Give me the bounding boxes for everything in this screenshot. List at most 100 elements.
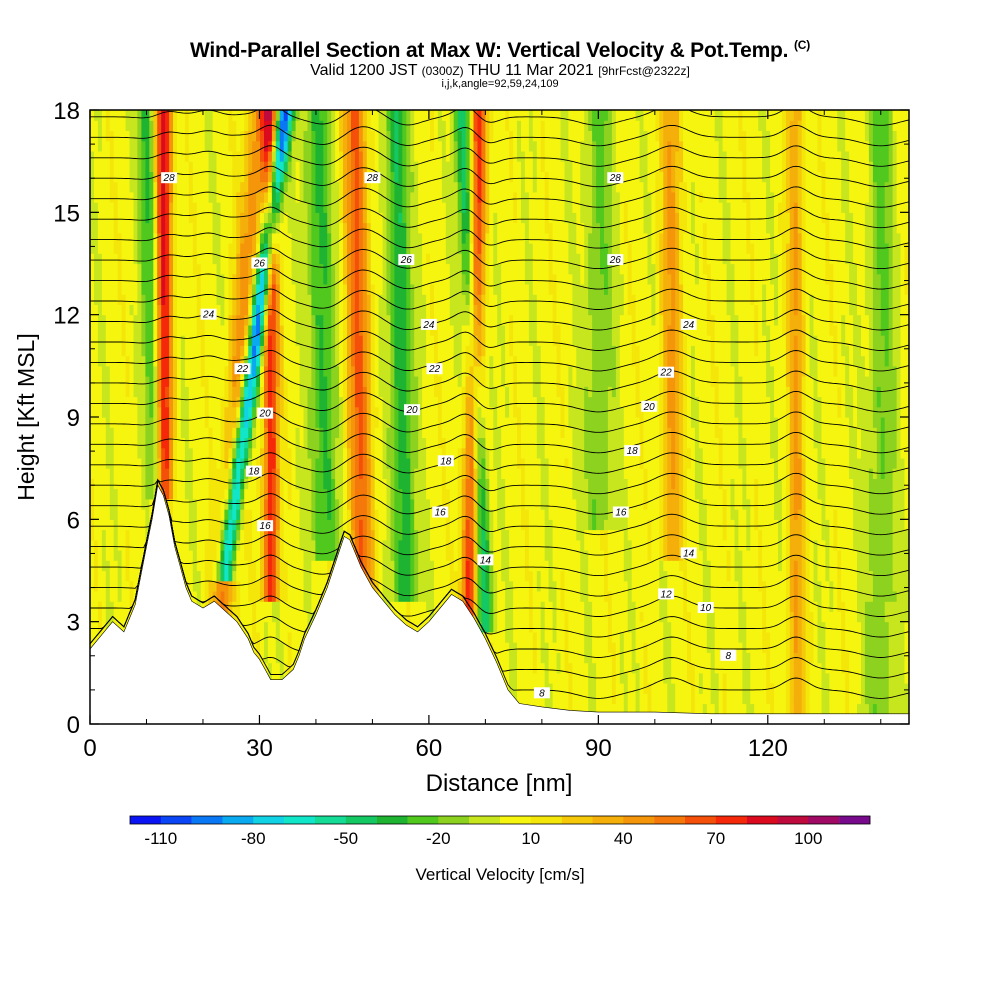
w-cell (145, 222, 150, 234)
w-cell (315, 294, 320, 305)
w-cell (398, 396, 403, 408)
w-cell (94, 263, 99, 275)
w-cell (196, 314, 202, 326)
w-cell (220, 570, 226, 582)
w-cell (382, 284, 388, 295)
w-cell (125, 150, 131, 162)
w-cell (188, 560, 194, 572)
w-cell (378, 457, 384, 469)
w-cell (121, 273, 127, 285)
w-cell (347, 457, 352, 469)
w-cell (398, 130, 403, 142)
w-cell (90, 140, 95, 152)
w-cell (216, 284, 222, 295)
w-cell (335, 294, 340, 305)
w-cell (232, 580, 237, 592)
w-cell (180, 355, 186, 367)
w-cell (260, 417, 265, 428)
w-cell (378, 550, 384, 561)
w-cell (173, 130, 178, 142)
w-cell (394, 417, 399, 428)
w-cell (335, 324, 340, 336)
w-cell (192, 417, 198, 428)
w-cell (133, 191, 139, 203)
w-cell (165, 202, 170, 213)
w-cell (240, 406, 245, 418)
w-cell (307, 417, 313, 428)
w-cell (90, 304, 95, 316)
w-cell (414, 273, 419, 285)
w-cell (256, 386, 261, 398)
w-cell (315, 304, 320, 316)
w-cell (161, 488, 166, 500)
w-cell (327, 550, 332, 561)
w-cell (283, 150, 289, 162)
w-cell (283, 181, 289, 193)
w-cell (137, 406, 142, 418)
w-cell (362, 509, 368, 520)
w-cell (244, 580, 249, 592)
w-cell (94, 202, 99, 213)
w-cell (394, 294, 399, 305)
w-cell (323, 150, 328, 162)
w-cell (220, 161, 226, 172)
w-cell (358, 253, 364, 265)
w-cell (94, 171, 99, 183)
w-cell (374, 529, 380, 541)
w-cell (374, 396, 380, 408)
w-cell (90, 488, 95, 500)
w-cell (378, 212, 384, 224)
w-cell (279, 120, 285, 131)
w-cell (188, 120, 194, 131)
w-cell (402, 161, 407, 172)
w-cell (366, 355, 372, 367)
w-cell (358, 457, 364, 469)
w-cell (244, 386, 249, 398)
w-cell (260, 294, 265, 305)
w-cell (212, 376, 218, 387)
w-cell (295, 488, 301, 500)
w-cell (200, 601, 206, 612)
w-cell (101, 417, 107, 428)
w-cell (394, 519, 399, 531)
w-cell (362, 447, 368, 459)
w-cell (248, 570, 253, 582)
w-cell (335, 222, 340, 234)
w-cell (260, 509, 265, 520)
w-cell (109, 560, 115, 572)
w-cell (97, 110, 103, 121)
w-cell (109, 294, 115, 305)
w-cell (204, 437, 210, 449)
w-cell (335, 427, 340, 438)
w-cell (343, 202, 348, 213)
w-cell (378, 222, 384, 234)
w-cell (125, 529, 131, 541)
w-cell (319, 560, 324, 572)
w-cell (354, 161, 360, 172)
w-cell (240, 150, 245, 162)
w-cell (244, 263, 249, 275)
w-cell (347, 447, 352, 459)
w-cell (275, 406, 281, 418)
w-cell (212, 120, 218, 131)
w-cell (252, 365, 257, 377)
w-cell (113, 498, 119, 510)
w-cell (192, 580, 198, 592)
w-cell (327, 539, 332, 551)
w-cell (94, 417, 99, 428)
w-cell (101, 130, 107, 142)
w-cell (398, 580, 403, 592)
w-cell (196, 253, 202, 265)
w-cell (109, 253, 115, 265)
w-cell (244, 488, 249, 500)
w-cell (109, 130, 115, 142)
w-cell (248, 284, 253, 295)
w-cell (362, 314, 368, 326)
w-cell (94, 355, 99, 367)
w-cell (212, 232, 218, 244)
w-cell (180, 529, 186, 541)
w-cell (113, 529, 119, 541)
w-cell (141, 110, 146, 121)
w-cell (94, 243, 99, 254)
w-cell (169, 365, 174, 377)
